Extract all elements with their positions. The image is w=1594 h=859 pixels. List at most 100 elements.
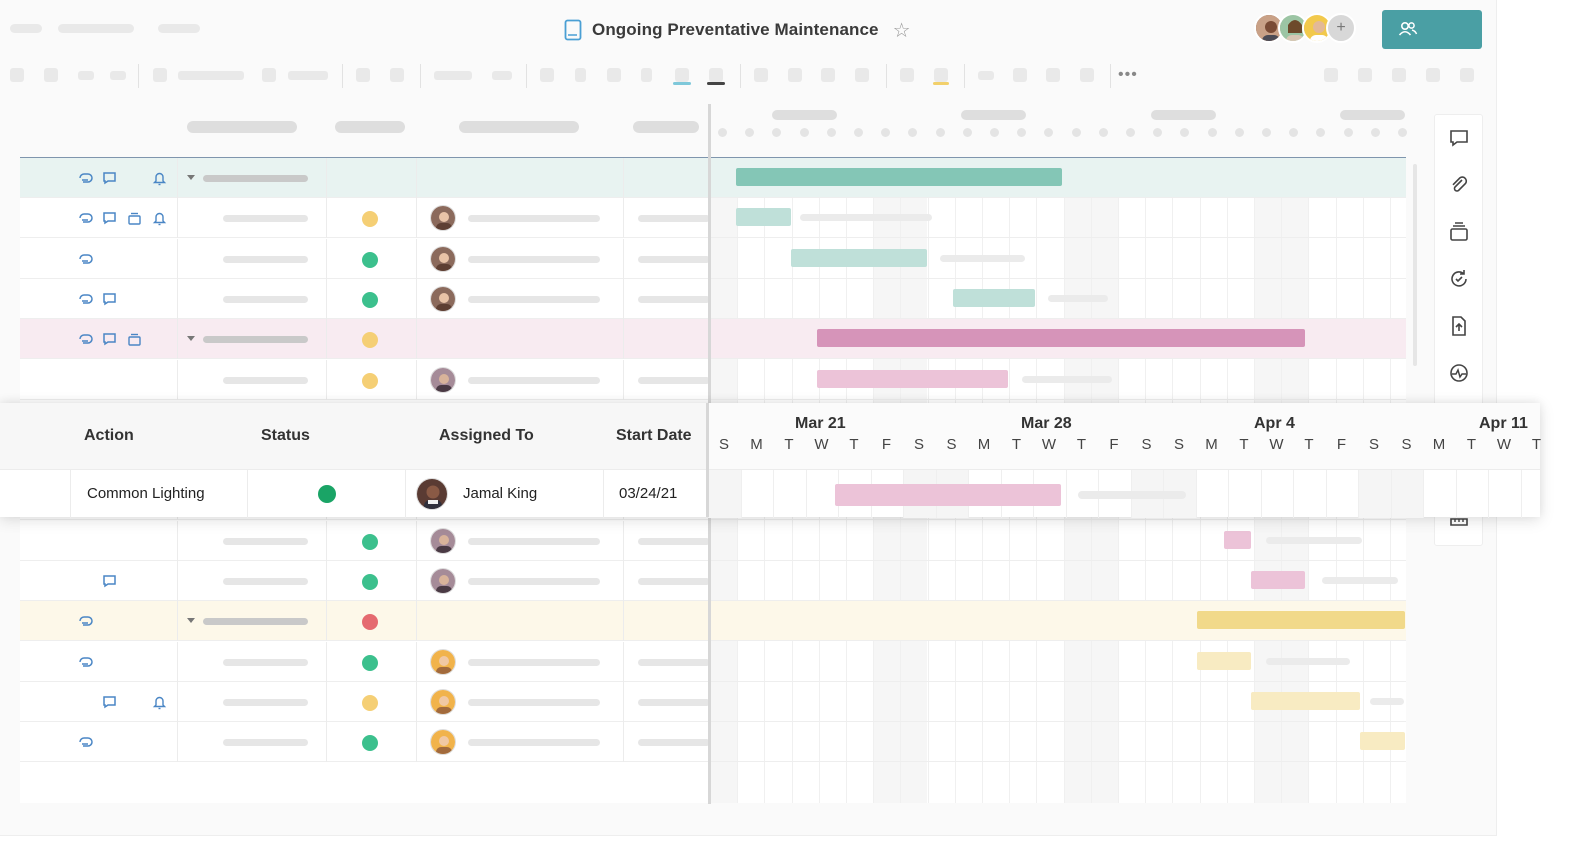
- toolbar-button[interactable]: [575, 68, 586, 82]
- toolbar-button[interactable]: [10, 68, 24, 82]
- start-date-cell[interactable]: [638, 658, 710, 666]
- toolbar-button[interactable]: [978, 71, 994, 80]
- primary-cell[interactable]: [223, 658, 308, 666]
- toolbar-button[interactable]: [153, 68, 167, 82]
- column-header-assigned-to[interactable]: Assigned To: [439, 427, 534, 444]
- toolbar-button[interactable]: [1358, 68, 1372, 82]
- start-date-cell[interactable]: [638, 215, 710, 223]
- toolbar-button[interactable]: [78, 71, 94, 80]
- more-icon[interactable]: •••: [1118, 66, 1138, 83]
- publish-icon[interactable]: [1448, 315, 1470, 337]
- toolbar-button[interactable]: [540, 68, 554, 82]
- assigned-to-cell[interactable]: [468, 739, 600, 747]
- comment-icon[interactable]: [101, 170, 118, 187]
- assigned-to-cell[interactable]: [468, 658, 600, 666]
- toolbar-button[interactable]: [1080, 68, 1094, 82]
- column-header-action[interactable]: Action: [84, 427, 134, 444]
- toolbar-button[interactable]: [821, 68, 835, 82]
- status-dot[interactable]: [362, 694, 378, 711]
- toolbar-button[interactable]: [262, 68, 276, 82]
- comment-thread-icon[interactable]: [76, 170, 93, 187]
- toolbar-dropdown[interactable]: [178, 71, 244, 80]
- status-dot[interactable]: [362, 574, 378, 590]
- gantt-bar[interactable]: [1251, 571, 1305, 589]
- activity-log-icon[interactable]: [1448, 362, 1470, 384]
- toolbar-button[interactable]: [44, 68, 58, 82]
- start-date-cell[interactable]: 03/24/21: [619, 485, 678, 502]
- table-row[interactable]: [20, 238, 1406, 279]
- comment-icon[interactable]: [101, 694, 118, 711]
- primary-cell[interactable]: [223, 255, 308, 263]
- comment-icon[interactable]: [101, 291, 118, 308]
- menu-placeholder[interactable]: [58, 24, 134, 33]
- primary-cell[interactable]: [223, 698, 308, 706]
- status-dot[interactable]: [362, 211, 378, 228]
- primary-cell[interactable]: [223, 537, 308, 545]
- assigned-to-cell[interactable]: [468, 376, 600, 384]
- primary-cell[interactable]: [223, 578, 308, 585]
- gantt-bar[interactable]: [1251, 691, 1360, 710]
- proof-icon[interactable]: [126, 210, 143, 227]
- start-date-cell[interactable]: [638, 255, 710, 263]
- avatar[interactable]: [1302, 13, 1332, 43]
- table-row[interactable]: [20, 198, 1406, 239]
- table-row[interactable]: [20, 681, 1406, 722]
- comment-thread-icon[interactable]: [76, 734, 93, 751]
- gantt-bar[interactable]: [736, 168, 1062, 186]
- attachment-icon[interactable]: [1448, 174, 1470, 196]
- table-row[interactable]: [20, 520, 1406, 561]
- primary-cell[interactable]: [223, 739, 308, 747]
- toolbar-button[interactable]: [1324, 68, 1338, 82]
- toolbar-button[interactable]: [855, 68, 869, 82]
- toolbar-button[interactable]: [1013, 68, 1027, 82]
- start-date-cell[interactable]: [638, 578, 710, 585]
- column-header-status[interactable]: Status: [261, 427, 310, 444]
- toolbar-button[interactable]: [709, 68, 723, 82]
- table-row[interactable]: Common Lighting Jamal King 03/24/21: [0, 469, 1540, 518]
- assigned-to-cell[interactable]: [468, 255, 600, 263]
- toolbar-button[interactable]: [641, 68, 652, 82]
- comment-thread-icon[interactable]: [76, 210, 93, 227]
- start-date-cell[interactable]: [638, 739, 710, 747]
- share-button[interactable]: [1382, 10, 1482, 49]
- toolbar-dropdown[interactable]: [492, 71, 512, 80]
- start-date-cell[interactable]: [638, 537, 710, 545]
- assigned-to-cell[interactable]: [468, 537, 600, 545]
- gantt-bar[interactable]: [835, 484, 1061, 506]
- toolbar-button[interactable]: [390, 68, 404, 82]
- collapse-caret-icon[interactable]: [187, 175, 195, 180]
- menu-placeholder[interactable]: [10, 24, 42, 33]
- reminder-bell-icon[interactable]: [151, 170, 168, 187]
- status-dot[interactable]: [362, 251, 378, 268]
- toolbar-dropdown[interactable]: [434, 71, 472, 80]
- toolbar-button[interactable]: [934, 68, 948, 82]
- assigned-to-cell[interactable]: Jamal King: [463, 485, 538, 502]
- add-collaborator-button[interactable]: +: [1326, 13, 1356, 43]
- column-header[interactable]: [459, 121, 579, 133]
- primary-cell[interactable]: [223, 376, 308, 384]
- gantt-bar[interactable]: [791, 248, 927, 267]
- column-header-start-date[interactable]: Start Date: [616, 427, 692, 444]
- parent-row[interactable]: [20, 319, 1406, 360]
- toolbar-button[interactable]: [356, 68, 370, 82]
- gantt-bar[interactable]: [736, 208, 791, 227]
- start-date-cell[interactable]: [638, 698, 710, 706]
- gantt-bar[interactable]: [1224, 530, 1251, 549]
- toolbar-button[interactable]: [1460, 68, 1474, 82]
- gantt-bar[interactable]: [817, 369, 1008, 388]
- status-dot[interactable]: [318, 485, 336, 503]
- menu-placeholder[interactable]: [158, 24, 200, 33]
- gantt-bar[interactable]: [1360, 732, 1405, 751]
- toolbar-button[interactable]: [1392, 68, 1406, 82]
- table-row[interactable]: [20, 722, 1406, 763]
- table-row[interactable]: [20, 561, 1406, 601]
- comment-icon[interactable]: [1448, 127, 1470, 149]
- collapse-caret-icon[interactable]: [187, 618, 195, 624]
- toolbar-button[interactable]: [900, 68, 914, 82]
- proofs-icon[interactable]: [1448, 221, 1470, 243]
- comment-icon[interactable]: [101, 573, 118, 590]
- status-dot[interactable]: [362, 332, 378, 349]
- parent-row[interactable]: [20, 158, 1406, 198]
- assigned-to-cell[interactable]: [468, 578, 600, 585]
- vertical-scrollbar[interactable]: [1413, 164, 1417, 366]
